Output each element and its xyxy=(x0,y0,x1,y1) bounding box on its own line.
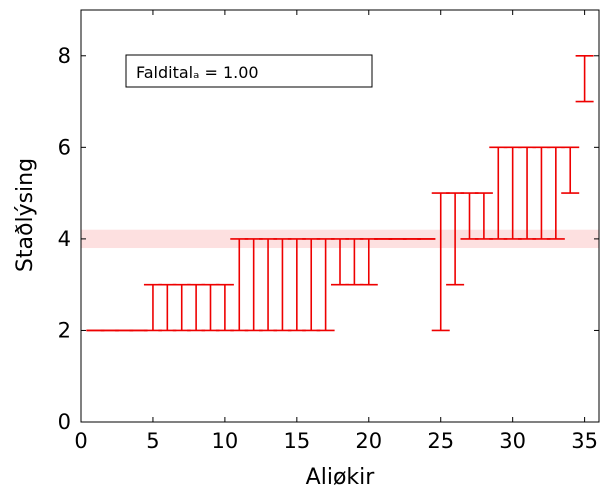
error-bar xyxy=(561,146,580,194)
y-tick-label: 8 xyxy=(58,44,71,68)
x-tick-label: 0 xyxy=(74,429,87,453)
error-bars-layer xyxy=(86,54,594,332)
y-axis-label: Staðlýsing xyxy=(13,158,38,272)
error-bar xyxy=(172,283,191,332)
x-tick-label: 10 xyxy=(212,429,239,453)
x-tick-label: 35 xyxy=(571,429,598,453)
annotation-box: Falditalₐ = 1.00 xyxy=(125,54,373,88)
y-tick-label: 0 xyxy=(58,410,71,434)
plot-frame xyxy=(80,9,600,423)
error-bar xyxy=(158,283,177,332)
y-tick-label: 2 xyxy=(58,318,71,342)
error-bar xyxy=(201,283,220,332)
error-bar xyxy=(187,283,206,332)
axes-layer: 0 5 10 15 20 25 30 35 0 2 4 6 8 xyxy=(58,9,600,453)
error-bar xyxy=(532,146,551,240)
x-tick-label: 20 xyxy=(355,429,382,453)
error-bar xyxy=(503,146,522,240)
x-tick-label: 15 xyxy=(283,429,310,453)
x-tick-label: 30 xyxy=(499,429,526,453)
error-bar xyxy=(259,238,278,332)
error-bar xyxy=(273,238,292,332)
x-tick-label: 5 xyxy=(146,429,159,453)
error-bar xyxy=(215,283,234,332)
x-tick-label: 25 xyxy=(427,429,454,453)
error-bar xyxy=(287,238,306,332)
error-bar xyxy=(518,146,537,240)
error-bar xyxy=(143,283,162,332)
annotation-text: Falditalₐ = 1.00 xyxy=(136,63,259,82)
x-axis-label: Aliøkir xyxy=(306,465,376,490)
annotation-box-frame xyxy=(125,54,373,88)
error-bar xyxy=(244,238,263,332)
error-bar xyxy=(302,238,321,332)
error-bar xyxy=(431,192,450,332)
y-tick-label: 6 xyxy=(58,135,71,159)
y-tick-label: 4 xyxy=(58,227,71,251)
error-bar xyxy=(575,54,594,103)
